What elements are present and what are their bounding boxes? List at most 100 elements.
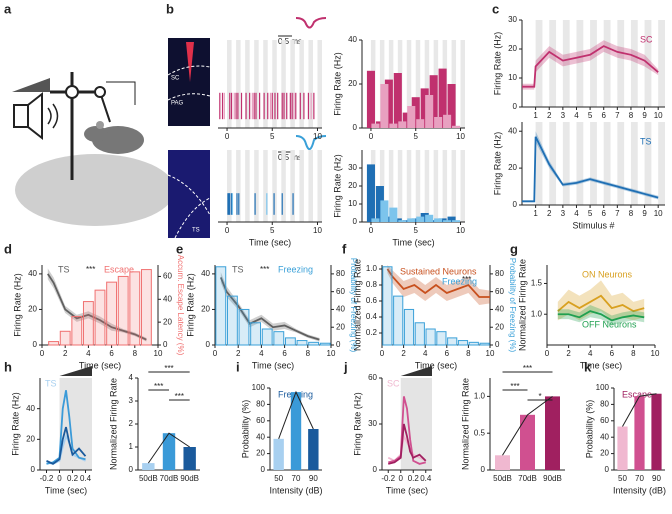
bar [366, 70, 375, 128]
x-tick-label: 6 [601, 111, 606, 120]
image-label: SC [171, 76, 180, 82]
x-tick-label: 8 [466, 349, 471, 358]
bar [425, 95, 434, 128]
stimulus-shading [630, 20, 638, 107]
x-tick-label: 50dB [493, 474, 512, 483]
bar [59, 330, 71, 346]
y-tick-label: 0.4 [366, 312, 378, 321]
stimulus-shading [630, 122, 638, 205]
bar [452, 220, 461, 222]
stimulus-ramp [59, 366, 92, 376]
stimulus-shading [263, 40, 268, 128]
bar [411, 97, 420, 128]
panel-label: h [4, 359, 12, 374]
y-tick-label: 1.5 [531, 279, 543, 288]
bar [402, 112, 411, 128]
waveform [295, 17, 327, 29]
bar [117, 275, 129, 346]
y-tick-label: 0 [513, 102, 518, 111]
y-tick-label: 60 [256, 416, 265, 425]
y2-tick-label: 40 [163, 294, 172, 303]
scale-label: 0.5 ms [278, 153, 302, 162]
legend-label: TS [232, 264, 244, 274]
bar [520, 414, 535, 470]
y-tick-label: 20 [508, 44, 517, 53]
scale-label: 0.5 ms [278, 37, 302, 46]
x-tick-label: 8 [306, 349, 311, 358]
x-axis-label: Time (sec) [386, 485, 428, 495]
bar [447, 337, 458, 346]
stimulus-shading [603, 122, 611, 205]
stimulus-shading [562, 122, 570, 205]
y-axis-label: Firing Rate (Hz) [492, 32, 502, 96]
y-tick-label: 40 [348, 35, 357, 44]
bar [425, 214, 434, 222]
bar [384, 216, 393, 222]
x-tick-label: 9 [642, 111, 647, 120]
x-tick-label: 70 [292, 474, 301, 483]
stimulus-shading [406, 150, 412, 222]
stimulus-shading [317, 40, 322, 128]
waveform [295, 135, 327, 151]
bar [617, 426, 628, 470]
y-tick-label: 10 [508, 73, 517, 82]
bar [403, 308, 415, 346]
y2-tick-label: 40 [495, 305, 504, 314]
y-axis-label: Firing Rate (Hz) [10, 392, 20, 456]
stimulus-shading [400, 378, 432, 470]
bar [238, 308, 250, 346]
y-tick-label: 0 [33, 340, 38, 349]
bar [420, 88, 429, 128]
bar [71, 315, 83, 346]
stimulus-shading [263, 150, 268, 222]
bar [273, 331, 285, 346]
x-tick-label: 10 [313, 132, 322, 141]
stimulus-shading [272, 150, 277, 222]
stimulus-shading [388, 150, 394, 222]
stimulus-shading [424, 40, 430, 128]
x-tick-label: 2 [547, 111, 552, 120]
y-tick-label: 0 [31, 465, 36, 474]
x-tick-label: 10 [654, 111, 663, 120]
y-axis-label: Normalized Firing Rate [517, 259, 527, 351]
stimulus-shading [460, 40, 465, 128]
x-tick-label: 10 [313, 226, 322, 235]
y2-tick-label: 40 [336, 305, 345, 314]
significance-label: * [538, 392, 541, 401]
x-axis-label: Intensity (dB) [269, 485, 322, 495]
x-tick-label: 10 [654, 209, 663, 218]
chart-label: SC [387, 378, 400, 388]
y-axis-label: Firing Rate (Hz) [185, 273, 195, 337]
x-tick-label: 6 [445, 349, 450, 358]
stimulus-shading [299, 150, 304, 222]
bar [457, 340, 469, 346]
significance-label: *** [164, 364, 173, 373]
connect-line [278, 390, 314, 440]
stimulus-shading [658, 20, 665, 107]
x-tick-label: 70dB [160, 474, 179, 483]
y-tick-label: 0 [513, 200, 518, 209]
stimulus-shading [576, 20, 584, 107]
bar [319, 342, 331, 346]
y2-tick-label: 20 [336, 322, 345, 331]
bar [261, 328, 273, 346]
bar [411, 218, 420, 222]
bar [371, 123, 380, 128]
x-tick-label: 0 [545, 349, 550, 358]
setup-illustration [12, 72, 175, 226]
stimulus-shading [451, 150, 457, 222]
x-tick-label: 4 [423, 349, 428, 358]
bar [308, 429, 319, 470]
y-tick-label: 0 [353, 217, 358, 226]
y2-tick-label: 0 [163, 340, 168, 349]
stimulus-shading [236, 150, 241, 222]
x-tick-label: 0 [57, 474, 62, 483]
line [46, 390, 86, 465]
x-tick-label: 70 [635, 474, 644, 483]
y-axis-label: Probability (%) [584, 400, 594, 459]
y-tick-label: 2 [129, 419, 134, 428]
x-tick-label: 6 [109, 349, 114, 358]
x-tick-label: 8 [629, 111, 634, 120]
y-tick-label: 30 [368, 419, 377, 428]
